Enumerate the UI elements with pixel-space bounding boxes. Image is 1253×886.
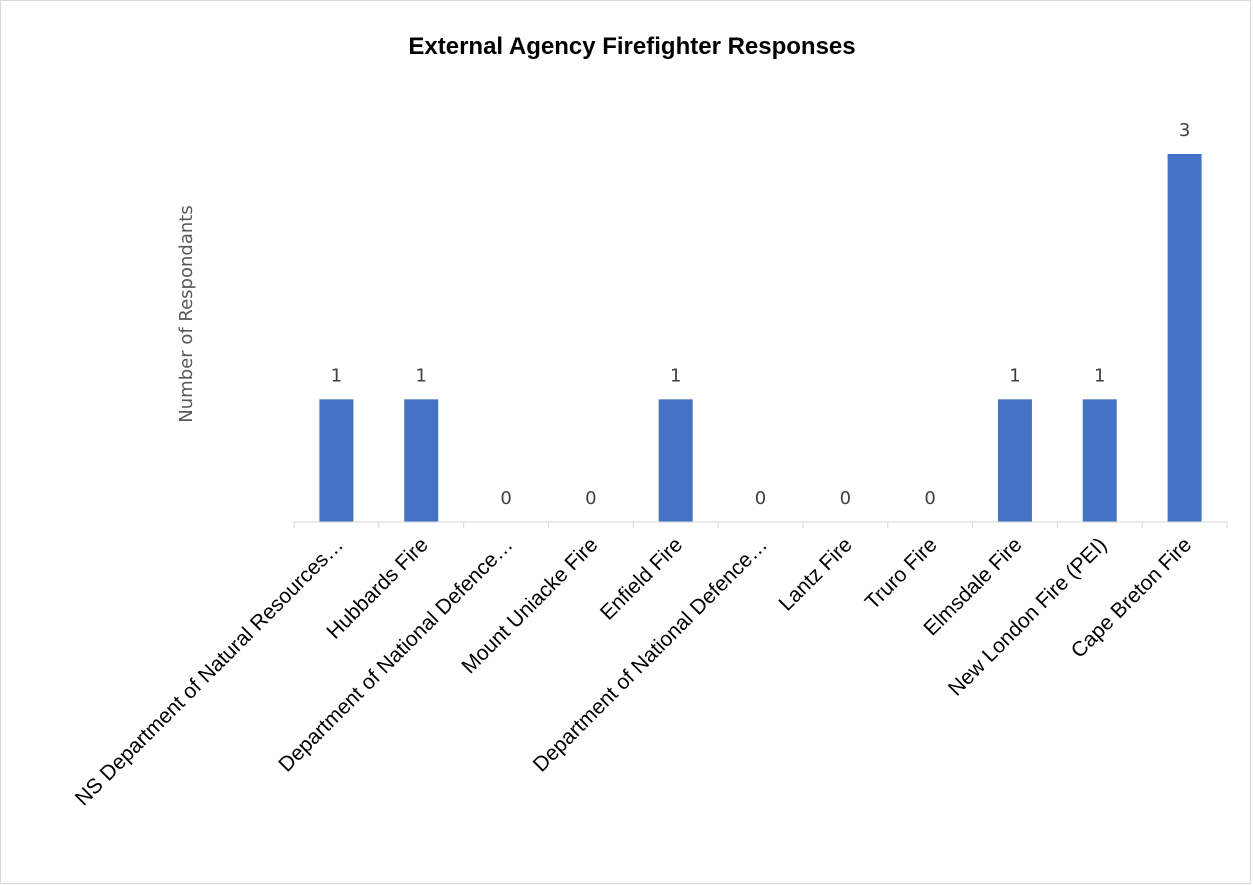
data-label: 1 [416,365,427,386]
data-label: 0 [840,488,851,509]
data-label: 1 [331,365,342,386]
x-tick-label: NS Department of Natural Resources… [71,533,348,810]
x-tick-label: Truro Fire [861,533,942,614]
data-label: 0 [924,488,935,509]
y-axis-label: Number of Respondants [176,205,197,422]
x-axis-tick-labels: NS Department of Natural Resources…Hubba… [71,533,1196,810]
bar [1167,154,1202,522]
x-tick-label: New London Fire (PEI) [944,533,1111,700]
bar [658,399,693,522]
data-label: 1 [1009,365,1020,386]
chart-title: External Agency Firefighter Responses [408,33,855,60]
data-label: 0 [585,488,596,509]
bar [404,399,439,522]
data-label: 0 [500,488,511,509]
data-label: 0 [755,488,766,509]
x-axis-ticks [293,522,1228,528]
x-tick-label: Enfield Fire [596,533,687,624]
data-label: 1 [670,365,681,386]
bar [1082,399,1117,522]
x-tick-label: Lantz Fire [775,533,857,615]
bar [319,399,354,522]
bars-group [319,154,1202,522]
data-label: 3 [1179,120,1190,141]
data-label: 1 [1094,365,1105,386]
data-labels-group: 1 1 0 0 1 0 0 0 1 1 3 [331,120,1191,509]
bar [997,399,1032,522]
